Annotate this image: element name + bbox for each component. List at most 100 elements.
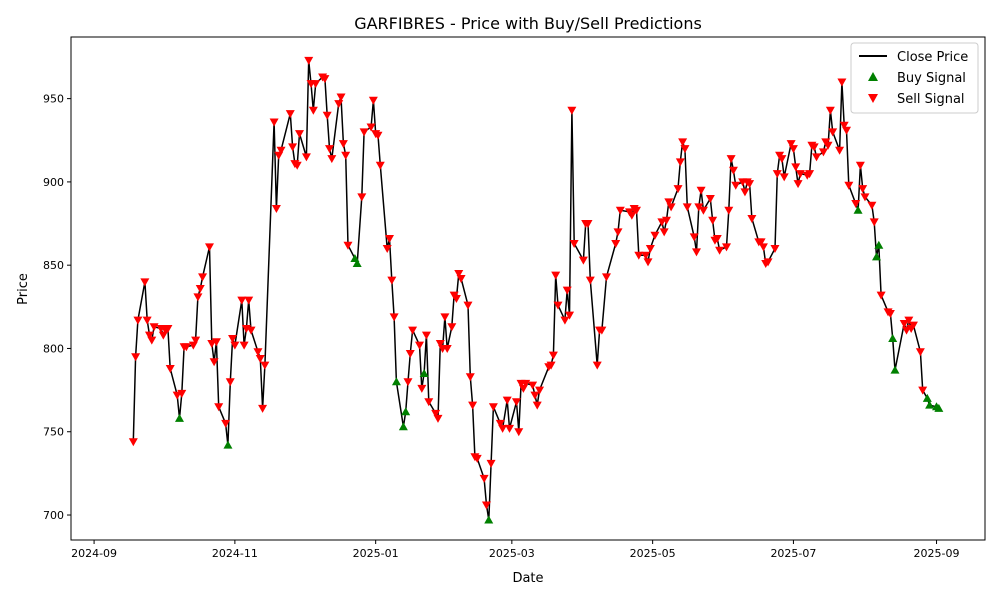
sell-signal-point: [308, 106, 318, 115]
y-tick-label: 900: [43, 176, 64, 189]
sell-signal-point: [144, 331, 154, 340]
sell-signal-point: [562, 286, 572, 295]
sell-signal-point: [715, 246, 725, 255]
buy-signal-markers: [174, 205, 944, 524]
sell-signal-point: [705, 195, 715, 204]
buy-signal-point: [922, 393, 932, 402]
sell-signal-point: [128, 438, 138, 447]
x-tick-label: 2025-01: [353, 547, 399, 560]
sell-signal-point: [788, 145, 798, 154]
legend: Close Price Buy Signal Sell Signal: [850, 42, 979, 114]
x-tick-label: 2025-05: [630, 547, 676, 560]
sell-signal-point: [288, 143, 298, 152]
legend-close-label: Close Price: [897, 50, 968, 65]
series-layer: [128, 56, 944, 524]
sell-signal-point: [260, 361, 270, 370]
sell-signal-point: [140, 278, 150, 287]
buy-signal-point: [174, 413, 184, 422]
sell-signal-point: [835, 146, 845, 155]
sell-signal-point: [292, 161, 302, 170]
sell-signal-point: [567, 106, 577, 115]
sell-signal-point: [311, 80, 321, 89]
sell-signal-point: [198, 273, 208, 282]
sell-signal-point: [165, 364, 175, 373]
buy-signal-point: [874, 240, 884, 249]
x-axis-label: Date: [512, 571, 543, 586]
sell-signal-point: [876, 291, 886, 300]
sell-signal-point: [495, 419, 505, 428]
x-tick-label: 2025-09: [914, 547, 960, 560]
sell-signal-point: [269, 118, 279, 127]
sell-signal-point: [424, 398, 434, 407]
y-tick-label: 700: [43, 509, 64, 522]
sell-signal-point: [583, 220, 593, 229]
sell-signal-point: [860, 193, 870, 202]
sell-signal-point: [851, 200, 861, 209]
sell-signal-point: [366, 123, 376, 132]
sell-signal-point: [698, 206, 708, 215]
sell-signal-point: [253, 348, 263, 357]
sell-signal-point: [842, 126, 852, 135]
sell-signal-point: [433, 414, 443, 423]
sell-signal-point: [325, 145, 335, 154]
sell-signal-point: [673, 185, 683, 194]
buy-signal-point: [890, 365, 900, 374]
sell-signal-point: [177, 389, 187, 398]
sell-signal-point: [818, 148, 828, 157]
sell-signal-point: [481, 501, 491, 510]
sell-signal-point: [812, 153, 822, 162]
sell-signal-point: [867, 201, 877, 210]
sell-signal-point: [793, 180, 803, 189]
sell-signal-point: [745, 180, 755, 189]
sell-signal-point: [565, 311, 575, 320]
sell-signal-point: [915, 348, 925, 357]
sell-signal-point: [728, 166, 738, 175]
buy-signal-point: [925, 400, 935, 409]
axes-frame: [70, 36, 986, 541]
sell-signal-point: [551, 271, 561, 280]
sell-signal-point: [675, 158, 685, 167]
sell-signal-point: [385, 235, 395, 244]
buy-signal-point: [223, 440, 233, 449]
sell-signal-point: [724, 206, 734, 215]
sell-signal-point: [343, 241, 353, 250]
sell-signal-point: [689, 233, 699, 242]
sell-signal-point: [908, 321, 918, 330]
sell-signal-point: [382, 245, 392, 254]
sell-signal-point: [442, 344, 452, 353]
sell-signal-point: [809, 143, 819, 152]
sell-signal-point: [791, 163, 801, 172]
sell-signal-point: [149, 323, 159, 332]
sell-signal-point: [301, 153, 311, 162]
y-axis: 700 750 800 850 900 950: [43, 93, 71, 522]
sell-signal-point: [837, 78, 847, 87]
sell-signal-point: [869, 218, 879, 227]
sell-signal-point: [678, 138, 688, 147]
sell-signal-point: [211, 338, 221, 347]
legend-sell-marker: [868, 94, 878, 103]
sell-signal-point: [779, 173, 789, 182]
buy-signal-point: [853, 205, 863, 214]
sell-signal-point: [451, 294, 461, 303]
sell-signal-point: [548, 351, 558, 360]
sell-signal-point: [334, 100, 344, 109]
sell-signal-point: [643, 258, 653, 267]
sell-signal-point: [498, 424, 508, 433]
sell-signal-point: [336, 93, 346, 102]
buy-signal-point: [419, 368, 429, 377]
sell-signal-point: [578, 256, 588, 265]
sell-signal-point: [532, 401, 542, 410]
buy-signal-point: [391, 377, 401, 386]
sell-signal-point: [341, 151, 351, 160]
legend-buy-marker: [868, 72, 878, 81]
sell-signal-point: [664, 198, 674, 207]
sell-signal-point: [805, 170, 815, 179]
sell-signal-point: [763, 258, 773, 267]
sell-signal-point: [131, 353, 141, 362]
sell-signal-point: [521, 379, 531, 388]
sell-signal-point: [486, 459, 496, 468]
sell-signal-point: [530, 391, 540, 400]
sell-signal-point: [463, 301, 473, 310]
sell-signal-point: [696, 186, 706, 195]
